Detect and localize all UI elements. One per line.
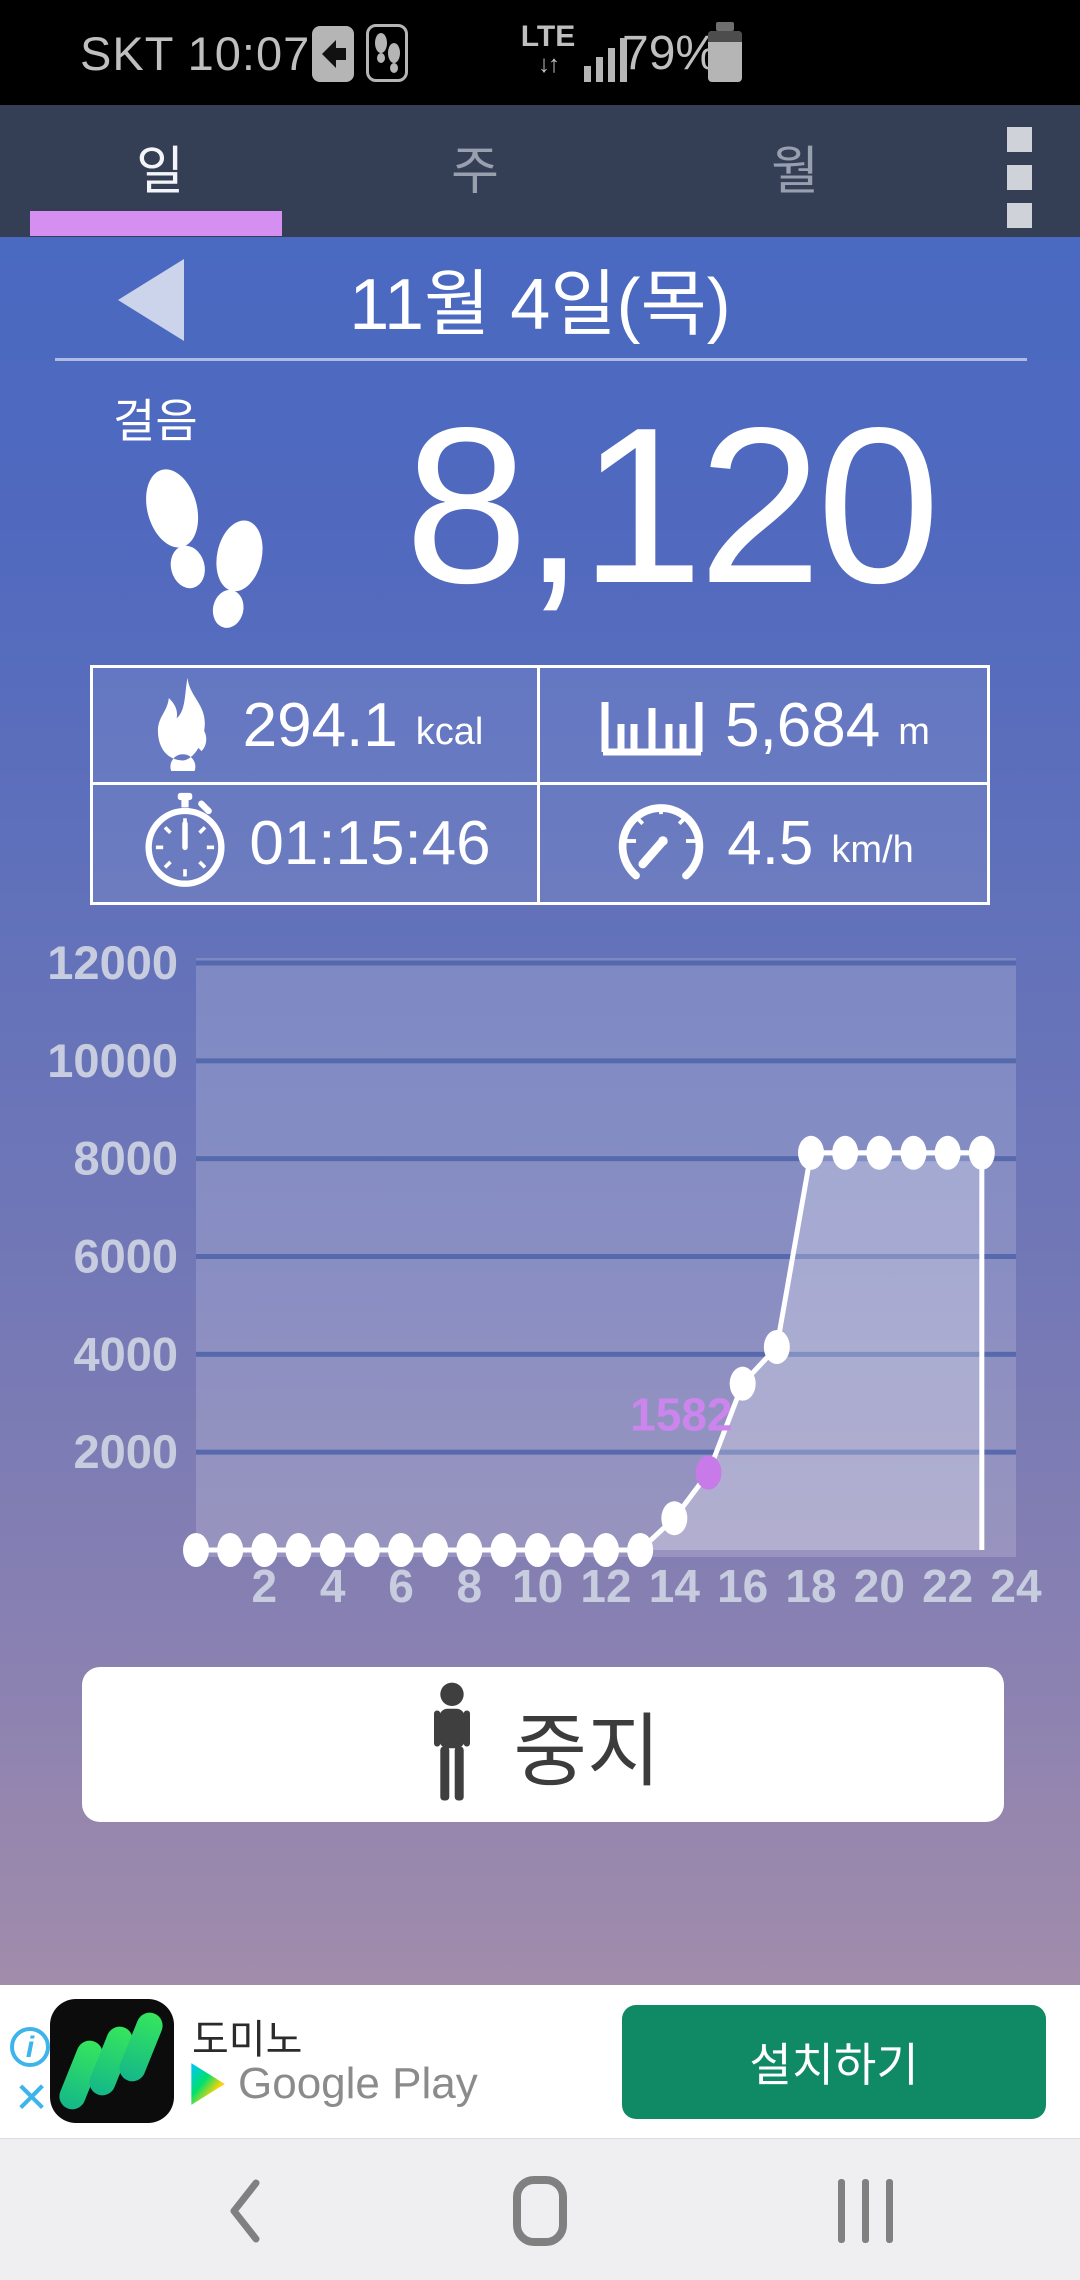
person-icon	[425, 1681, 479, 1808]
ad-app-icon[interactable]	[50, 1999, 174, 2123]
network-type-indicator: LTE ↓↑	[520, 20, 576, 78]
svg-text:8: 8	[457, 1560, 483, 1612]
stat-speed: 4.5 km/h	[540, 785, 987, 902]
google-play-row: Google Play	[188, 2059, 478, 2109]
stat-unit: km/h	[831, 829, 914, 871]
battery-percent-label: 79%	[622, 27, 719, 80]
ad-info-icon[interactable]: i	[10, 2027, 50, 2067]
tab-month[interactable]: 월	[771, 143, 819, 201]
carrier-time-label: SKT 10:07	[80, 27, 311, 80]
stop-button[interactable]: 중지	[82, 1667, 1004, 1822]
google-play-icon	[191, 2063, 225, 2105]
svg-text:10000: 10000	[47, 1034, 178, 1087]
previous-day-button[interactable]	[118, 259, 184, 341]
nav-home-icon[interactable]	[512, 2175, 568, 2247]
nav-back-icon[interactable]	[222, 2177, 268, 2245]
battery-icon	[708, 22, 742, 82]
status-bar: SKT 10:07 LTE ↓↑ 79%	[0, 0, 1080, 105]
main-content: 11월 4일(목) 걸음 8,120 294.1 kcal	[0, 237, 1080, 1985]
svg-text:16: 16	[717, 1560, 768, 1612]
android-nav-bar	[0, 2138, 1080, 2280]
stat-unit: m	[898, 710, 930, 753]
svg-text:24: 24	[990, 1560, 1042, 1612]
period-tab-bar: 일 주 월	[0, 105, 1080, 237]
ad-close-icon[interactable]: ✕	[14, 2074, 50, 2121]
header-divider	[55, 358, 1027, 361]
svg-text:4000: 4000	[73, 1327, 178, 1380]
flame-icon	[147, 675, 225, 779]
svg-text:6: 6	[388, 1560, 414, 1612]
steps-label: 걸음	[113, 395, 198, 447]
svg-text:6000: 6000	[73, 1230, 178, 1283]
date-title: 11월 4일(목)	[349, 265, 731, 345]
svg-text:2000: 2000	[73, 1425, 178, 1478]
date-header: 11월 4일(목)	[0, 237, 1080, 362]
stat-duration: 01:15:46	[93, 785, 540, 902]
svg-text:12000: 12000	[47, 936, 178, 989]
notification-exit-icon	[312, 26, 354, 82]
google-play-label: Google Play	[238, 2059, 478, 2108]
stat-value: 294.1	[242, 690, 398, 760]
steps-hourly-chart: 2000 4000 6000 8000 10000 12000 1582 2 4 6 8 10 12 14…	[0, 930, 1080, 1630]
stat-distance: 5,684 m	[540, 668, 987, 785]
ruler-icon	[597, 688, 707, 763]
svg-text:10: 10	[512, 1560, 563, 1612]
svg-text:12: 12	[580, 1560, 631, 1612]
svg-text:8000: 8000	[73, 1132, 178, 1185]
overflow-menu-icon[interactable]	[1007, 127, 1032, 228]
ad-install-button[interactable]: 설치하기	[622, 2005, 1046, 2119]
svg-text:2: 2	[252, 1560, 278, 1612]
svg-text:4: 4	[320, 1560, 346, 1612]
speedometer-icon	[613, 793, 709, 894]
tab-week[interactable]: 주	[451, 143, 499, 201]
notification-pedometer-icon	[366, 24, 408, 82]
svg-text:1582: 1582	[630, 1389, 732, 1441]
stopwatch-icon	[139, 791, 231, 896]
stat-value: 01:15:46	[249, 809, 491, 878]
tab-day[interactable]: 일	[136, 143, 184, 201]
footprints-icon	[122, 455, 282, 645]
active-tab-underline	[30, 211, 282, 236]
nav-recents-icon[interactable]	[838, 2179, 893, 2243]
stop-button-label: 중지	[513, 1706, 661, 1796]
svg-text:18: 18	[785, 1560, 836, 1612]
svg-text:22: 22	[922, 1560, 973, 1612]
svg-text:20: 20	[854, 1560, 905, 1612]
step-count-value: 8,120	[404, 382, 941, 630]
stats-grid: 294.1 kcal 5,684 m	[90, 665, 990, 905]
signal-strength-icon	[584, 36, 627, 82]
ad-app-name[interactable]: 도미노	[192, 2018, 303, 2062]
stat-unit: kcal	[415, 710, 484, 753]
stat-value: 5,684	[725, 690, 881, 760]
stat-calories: 294.1 kcal	[93, 668, 540, 785]
ad-banner: i ✕ 도미노 Google Play 설치하기	[0, 1985, 1080, 2138]
svg-text:14: 14	[649, 1560, 701, 1612]
stat-value: 4.5	[727, 809, 814, 878]
